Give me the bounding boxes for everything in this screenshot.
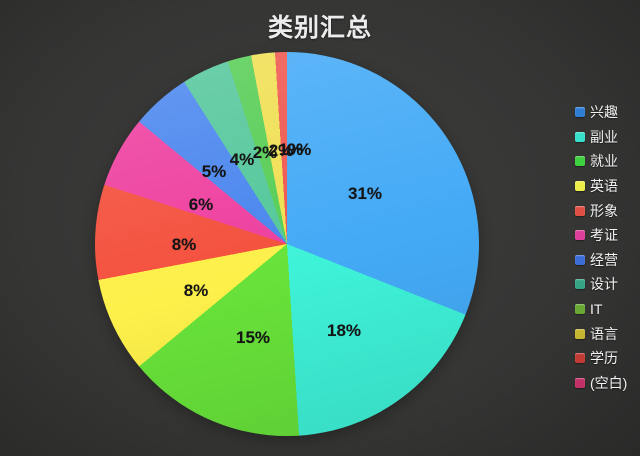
legend-item: 设计: [575, 272, 627, 297]
legend-marker-icon: [575, 181, 585, 192]
legend-marker-icon: [575, 353, 585, 364]
legend-marker-icon: [575, 254, 585, 265]
legend-item-label: 副业: [590, 128, 618, 145]
legend-item-label: IT: [590, 301, 603, 318]
slice-percent-label: 1%: [278, 140, 304, 159]
legend-marker-icon: [575, 230, 585, 241]
legend-item-label: 设计: [590, 276, 618, 293]
slice-percent-label: 5%: [201, 162, 227, 181]
chart-title: 类别汇总: [267, 14, 372, 42]
slice-percent-label: 18%: [326, 321, 362, 340]
slice-percent-label: 2%: [252, 143, 278, 162]
legend-item-label: 考证: [590, 227, 618, 244]
legend-item-label: (空白): [590, 374, 628, 391]
slice-percent-label: 8%: [183, 281, 209, 300]
legend-marker-icon: [575, 205, 585, 216]
legend-marker-icon: [575, 156, 585, 167]
legend-item: IT: [575, 297, 627, 322]
legend: 兴趣副业就业英语形象考证经营设计 IT 语言学历 (空白): [575, 100, 627, 395]
legend-item-label: 英语: [590, 178, 618, 195]
legend-marker-icon: [575, 304, 585, 315]
pie-chart: [95, 52, 479, 436]
legend-marker-icon: [575, 107, 585, 118]
legend-item: 语言: [575, 321, 627, 346]
legend-item: 学历: [575, 346, 627, 371]
legend-item-label: 学历: [590, 350, 618, 367]
legend-marker-icon: [575, 131, 585, 142]
legend-marker-icon: [575, 377, 585, 388]
slice-percent-label: 6%: [188, 195, 214, 214]
legend-item-label: 语言: [590, 325, 618, 342]
legend-marker-icon: [575, 279, 585, 290]
legend-item: 经营: [575, 248, 627, 273]
legend-item: 兴趣: [575, 100, 627, 125]
legend-item: 考证: [575, 223, 627, 248]
slice-percent-label: 4%: [229, 150, 255, 169]
legend-marker-icon: [575, 328, 585, 339]
legend-item-label: 形象: [590, 202, 618, 219]
legend-item: 副业: [575, 125, 627, 150]
slice-percent-label: 8%: [171, 235, 197, 254]
legend-item: 就业: [575, 149, 627, 174]
slice-percent-label: 2%: [268, 141, 294, 160]
legend-item-label: 经营: [590, 251, 618, 268]
legend-item: 形象: [575, 198, 627, 223]
legend-item: 英语: [575, 174, 627, 199]
pie-gloss-overlay: [95, 52, 479, 436]
legend-item: (空白): [575, 371, 627, 396]
slice-percent-label: 31%: [347, 184, 383, 203]
slice-percent-label: 15%: [235, 328, 271, 347]
slice-percent-label: 0%: [286, 140, 312, 159]
legend-item-label: 兴趣: [590, 104, 618, 121]
legend-item-label: 就业: [590, 153, 618, 170]
